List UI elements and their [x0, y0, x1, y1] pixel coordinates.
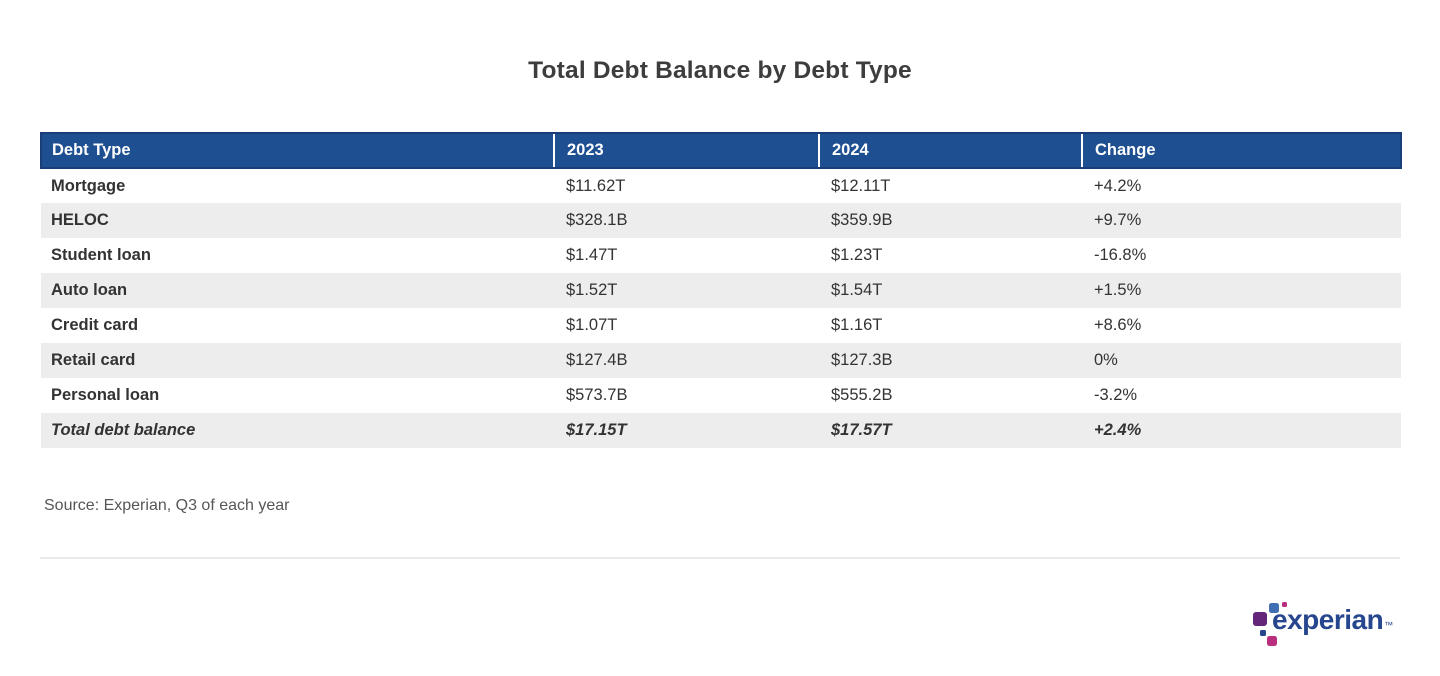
table-row-auto-loan: Auto loan $1.52T $1.54T +1.5% — [41, 273, 1401, 308]
cell-2024: $12.11T — [831, 176, 891, 195]
logo-square-blue-icon — [1269, 603, 1279, 613]
cell-debt-type: Student loan — [51, 246, 151, 264]
cell-debt-type: HELOC — [51, 211, 109, 229]
cell-2023: $1.07T — [566, 316, 618, 334]
cell-change: +8.6% — [1094, 316, 1142, 334]
cell-2024: $127.3B — [831, 351, 893, 369]
table-header-row: Debt Type 2023 2024 Change — [40, 132, 1402, 169]
table-row-total: Total debt balance $17.15T $17.57T +2.4% — [41, 413, 1401, 448]
experian-logo: experian™ — [1250, 594, 1394, 650]
cell-2023: $328.1B — [566, 211, 628, 229]
debt-balance-table: Debt Type 2023 2024 Change Mortgage $11.… — [40, 132, 1402, 448]
cell-2024: $17.57T — [831, 421, 892, 439]
table-row-mortgage: Mortgage $11.62T $12.11T +4.2% — [41, 168, 1401, 203]
cell-2024: $1.23T — [831, 246, 883, 264]
table-row-retail-card: Retail card $127.4B $127.3B 0% — [41, 343, 1401, 378]
cell-2024: $359.9B — [831, 211, 893, 229]
table-row-heloc: HELOC $328.1B $359.9B +9.7% — [41, 203, 1401, 238]
cell-change: +9.7% — [1094, 211, 1142, 229]
logo-square-navy-small-icon — [1260, 630, 1266, 636]
logo-wordmark: experian™ — [1272, 604, 1394, 640]
table-row-personal-loan: Personal loan $573.7B $555.2B -3.2% — [41, 378, 1401, 413]
cell-2023: $127.4B — [566, 351, 628, 369]
cell-2024: $1.16T — [831, 316, 883, 334]
cell-change: +4.2% — [1094, 176, 1142, 195]
header-2024: 2024 — [818, 132, 1082, 169]
cell-2024: $1.54T — [831, 281, 883, 299]
cell-2023: $17.15T — [566, 421, 627, 439]
page-title: Total Debt Balance by Debt Type — [528, 57, 912, 84]
cell-2024: $555.2B — [831, 386, 893, 404]
cell-2023: $11.62T — [566, 176, 626, 195]
header-2023: 2023 — [553, 132, 819, 169]
logo-brand-text: experian — [1272, 604, 1384, 635]
cell-debt-type: Retail card — [51, 351, 136, 369]
cell-change: +2.4% — [1094, 421, 1142, 439]
cell-change: 0% — [1094, 351, 1118, 369]
cell-2023: $573.7B — [566, 386, 628, 404]
cell-change: -16.8% — [1094, 246, 1147, 264]
header-debt-type: Debt Type — [40, 132, 554, 169]
logo-square-purple-icon — [1253, 612, 1267, 626]
cell-debt-type: Personal loan — [51, 386, 160, 404]
cell-debt-type: Mortgage — [51, 176, 126, 195]
cell-2023: $1.52T — [566, 281, 618, 299]
cell-debt-type: Auto loan — [51, 281, 128, 299]
logo-square-pink-small-icon — [1282, 602, 1287, 607]
table-row-student-loan: Student loan $1.47T $1.23T -16.8% — [41, 238, 1401, 273]
cell-change: -3.2% — [1094, 386, 1138, 404]
cell-2023: $1.47T — [566, 246, 618, 264]
logo-square-pink-icon — [1267, 636, 1277, 646]
divider-line — [40, 557, 1400, 559]
header-change: Change — [1081, 132, 1402, 169]
table-row-credit-card: Credit card $1.07T $1.16T +8.6% — [41, 308, 1401, 343]
source-note: Source: Experian, Q3 of each year — [44, 497, 290, 514]
trademark-symbol: ™ — [1384, 620, 1394, 630]
cell-debt-type: Credit card — [51, 316, 139, 334]
cell-change: +1.5% — [1094, 281, 1142, 299]
cell-debt-type: Total debt balance — [51, 421, 196, 439]
